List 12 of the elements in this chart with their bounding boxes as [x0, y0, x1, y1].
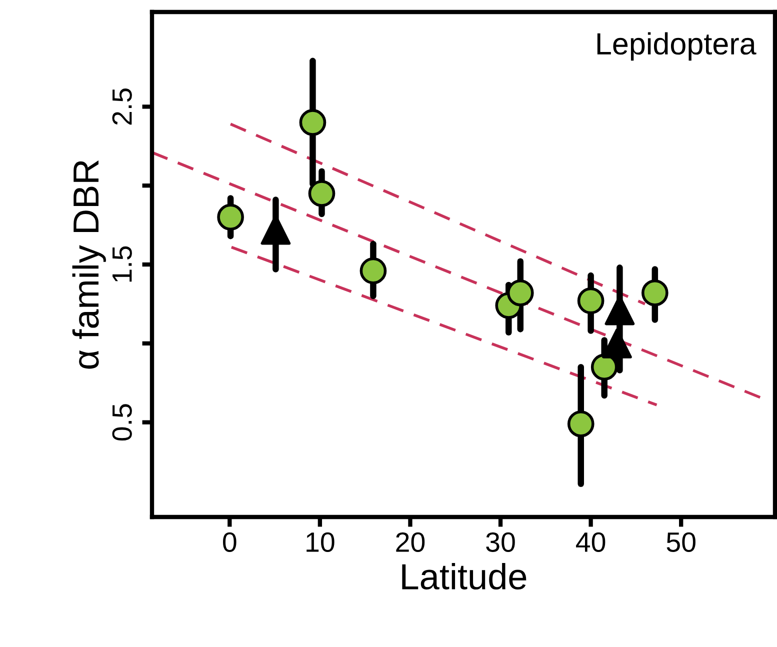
x-tick-label: 0 — [223, 532, 236, 552]
x-tick-label: 10 — [306, 532, 334, 552]
annotation: Lepidoptera — [597, 32, 756, 61]
y-axis-title: α family DBR — [72, 160, 106, 369]
x-tick-label: 40 — [576, 532, 606, 552]
x-tick-label: 30 — [486, 532, 515, 552]
y-tick-label: 0.5 — [112, 404, 132, 441]
x-axis-title: Latitude — [402, 563, 526, 590]
x-tick-label: 20 — [396, 532, 425, 552]
y-tick-label: 1.5 — [112, 246, 132, 282]
y-tick-label: 2.5 — [112, 88, 132, 125]
x-tick-label: 50 — [666, 532, 696, 552]
